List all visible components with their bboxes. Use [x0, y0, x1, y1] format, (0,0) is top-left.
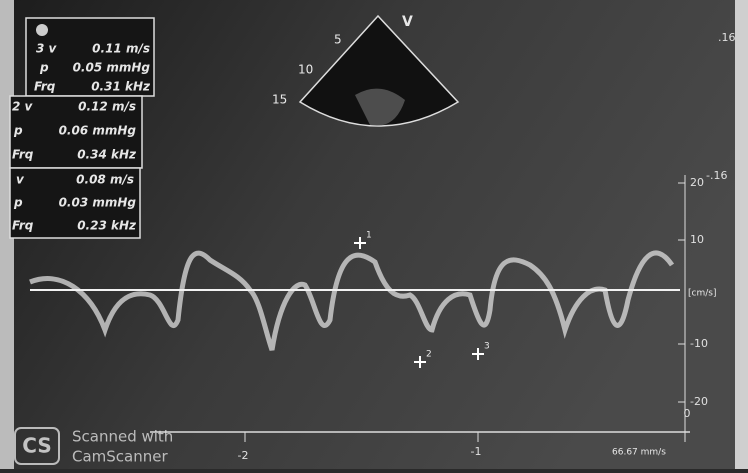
sector [298, 14, 460, 127]
watermark-text: CamScanner [72, 448, 168, 466]
label: Frq [12, 148, 34, 162]
indicator [36, 24, 48, 36]
tick-label: 10 [690, 233, 704, 246]
axis-unit: [cm/s] [688, 289, 716, 299]
marker-cross [354, 237, 484, 368]
scale-label: -.16 [706, 169, 727, 182]
label: 3 v [36, 42, 58, 56]
label: v [16, 173, 25, 187]
marker-label: 3 [484, 342, 490, 352]
value: 0.11 m/s [92, 42, 150, 56]
label: p [13, 196, 23, 210]
tick-label: 0 [684, 407, 691, 420]
label: p [13, 124, 23, 138]
marker-label: 2 [426, 350, 432, 360]
value: 0.23 kHz [77, 219, 137, 233]
value: 0.08 m/s [76, 173, 134, 187]
value: 0.06 mmHg [59, 124, 137, 138]
axis-ticks [244, 420, 686, 442]
depth-label: 5 [334, 33, 342, 47]
screen-edge [735, 0, 748, 469]
depth-label: 15 [272, 93, 287, 107]
label: p [39, 61, 49, 75]
sector-mode: V [402, 14, 413, 30]
scale-label: .16 [718, 31, 736, 44]
tick-label: -20 [690, 395, 708, 408]
sector-image [355, 88, 405, 126]
value: 0.31 kHz [91, 80, 151, 94]
tick-label: -1 [471, 445, 482, 458]
watermark-logo: CS [22, 434, 51, 458]
sweep-speed: 66.67 mm/s [612, 448, 666, 458]
doppler-waveform [29, 250, 675, 351]
label: 2 v [12, 100, 34, 114]
value: 0.34 kHz [77, 148, 137, 162]
value: 0.12 m/s [78, 100, 136, 114]
label: Frq [34, 80, 56, 94]
tick-label: -2 [238, 449, 249, 462]
tick-label: 20 [690, 176, 704, 189]
marker-label: 1 [366, 231, 372, 241]
watermark-logo-box [14, 427, 60, 465]
measurement-panel [9, 17, 155, 239]
value: 0.03 mmHg [59, 196, 137, 210]
tick-label: -10 [690, 337, 708, 350]
label: Frq [12, 219, 34, 233]
watermark-text: Scanned with [72, 428, 173, 446]
axis-ticks [678, 182, 685, 403]
depth-label: 10 [298, 63, 313, 77]
value: 0.05 mmHg [73, 61, 151, 75]
